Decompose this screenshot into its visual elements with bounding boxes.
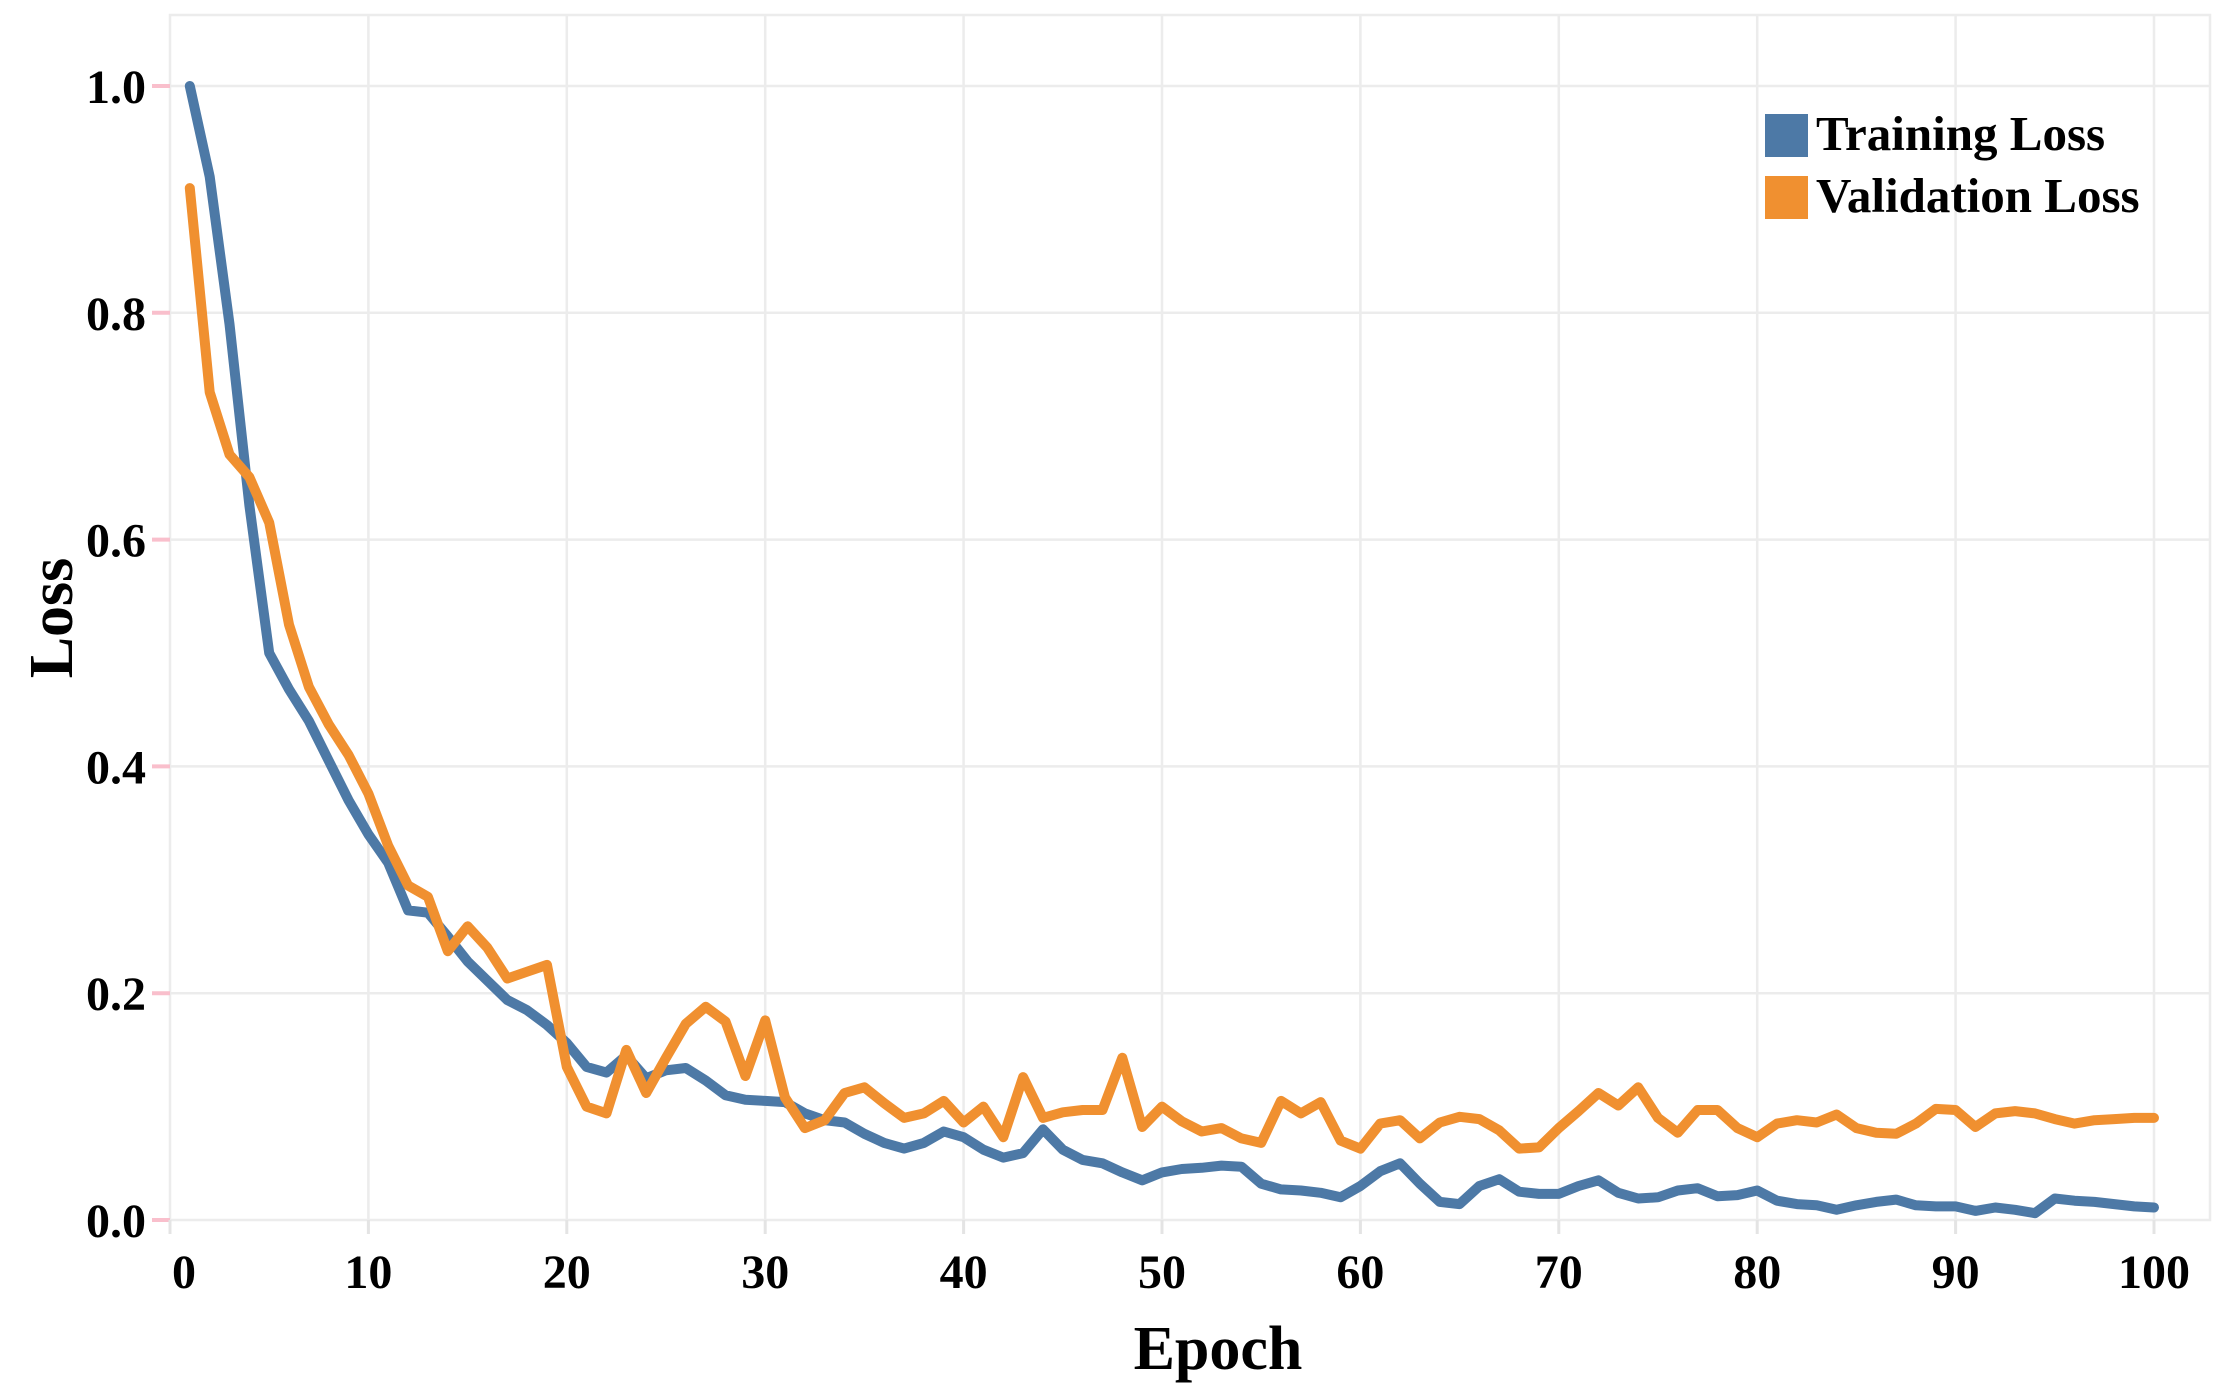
y-tick-label: 0.6 <box>86 515 146 568</box>
plot-panel-border <box>168 13 2212 1222</box>
x-axis-title: Epoch <box>1133 1315 1303 1383</box>
training-loss-swatch-icon <box>1765 114 1808 157</box>
x-tick-label: 20 <box>543 1246 591 1299</box>
training-loss-line <box>184 81 2159 1219</box>
y-tick-label: 1.0 <box>86 61 146 114</box>
x-tick-label: 90 <box>1932 1246 1980 1299</box>
x-tick-label: 100 <box>2118 1246 2190 1299</box>
x-tick-label: 70 <box>1535 1246 1583 1299</box>
x-tick-label: 10 <box>344 1246 392 1299</box>
y-tick-label: 0.2 <box>86 968 146 1021</box>
legend-item-training: Training Loss <box>1765 109 2140 158</box>
x-tick-label: 40 <box>940 1246 988 1299</box>
legend-item-validation: Validation Loss <box>1765 171 2140 220</box>
legend-label-training: Training Loss <box>1816 106 2106 161</box>
y-axis-title: Loss <box>18 557 86 679</box>
y-tick-label: 0.4 <box>86 741 146 794</box>
validation-loss-line <box>184 183 2159 1154</box>
x-tick-label: 30 <box>741 1246 789 1299</box>
y-tick-label: 0.0 <box>86 1195 146 1248</box>
x-tick-label: 60 <box>1336 1246 1384 1299</box>
y-tick-label: 0.8 <box>86 288 146 341</box>
validation-loss-swatch-icon <box>1765 176 1808 219</box>
legend: Training Loss Validation Loss <box>1765 109 2140 220</box>
x-tick-label: 0 <box>172 1246 196 1299</box>
x-tick-label: 80 <box>1733 1246 1781 1299</box>
x-tick-label: 50 <box>1138 1246 1186 1299</box>
legend-label-validation: Validation Loss <box>1816 168 2140 223</box>
